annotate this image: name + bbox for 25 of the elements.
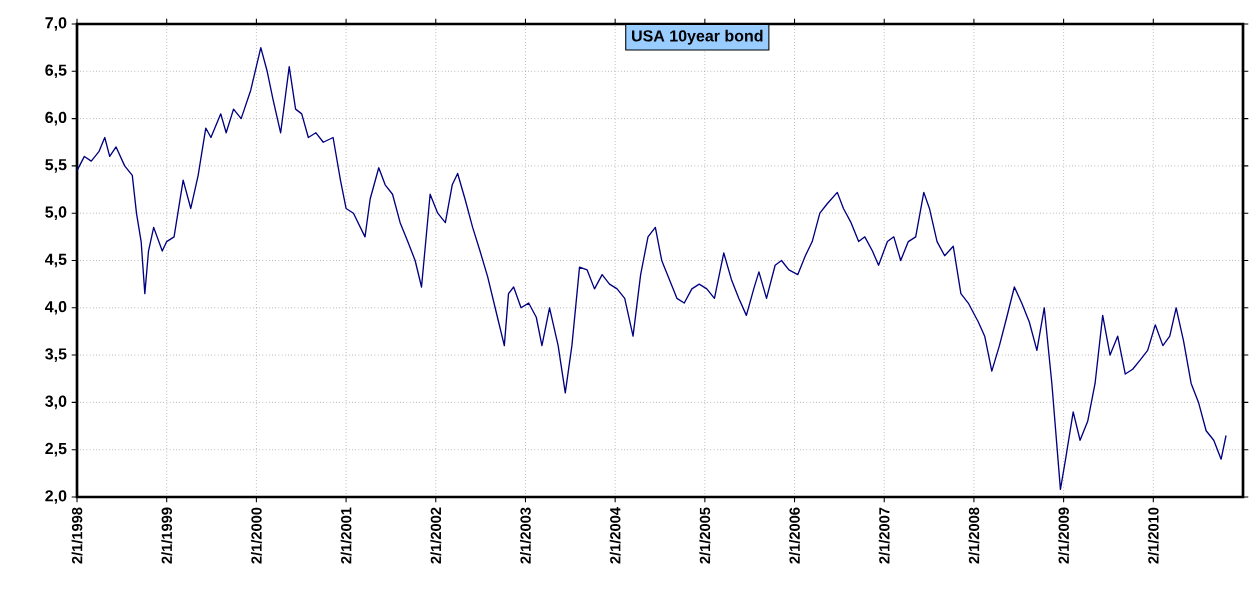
y-tick-label: 7,0 — [45, 17, 67, 31]
y-tick-label: 6,0 — [45, 111, 67, 126]
x-tick-label: 2/1/1998 — [71, 507, 83, 564]
chart-title: USA 10year bond — [632, 29, 763, 45]
y-tick-label: 3,5 — [45, 348, 67, 362]
x-tick-label: 2/1/2000 — [250, 507, 262, 564]
y-tick-label: 6,5 — [45, 64, 67, 79]
x-tick-label: 2/1/1999 — [161, 507, 173, 564]
y-tick-label: 4,0 — [44, 300, 67, 315]
x-tick-label: 2/1/2002 — [430, 507, 442, 564]
y-tick-label: 3,0 — [45, 395, 67, 410]
y-tick-label: 2,0 — [45, 490, 67, 504]
y-tick-label: 5,0 — [45, 206, 67, 221]
x-tick-label: 2/1/2009 — [1058, 507, 1070, 564]
x-tick-label: 2/1/2007 — [878, 507, 890, 564]
x-tick-label: 2/1/2010 — [1147, 507, 1159, 564]
y-tick-label: 2,5 — [45, 442, 67, 457]
y-tick-label: 5,5 — [45, 159, 67, 173]
x-tick-label: 2/1/2001 — [340, 507, 352, 564]
x-tick-label: 2/1/2004 — [609, 507, 621, 564]
x-tick-label: 2/1/2003 — [520, 507, 531, 564]
x-tick-label: 2/1/2008 — [968, 507, 980, 564]
x-tick-label: 2/1/2006 — [789, 507, 800, 564]
x-tick-label: 2/1/2005 — [699, 507, 711, 564]
y-tick-label: 4,5 — [44, 253, 67, 268]
